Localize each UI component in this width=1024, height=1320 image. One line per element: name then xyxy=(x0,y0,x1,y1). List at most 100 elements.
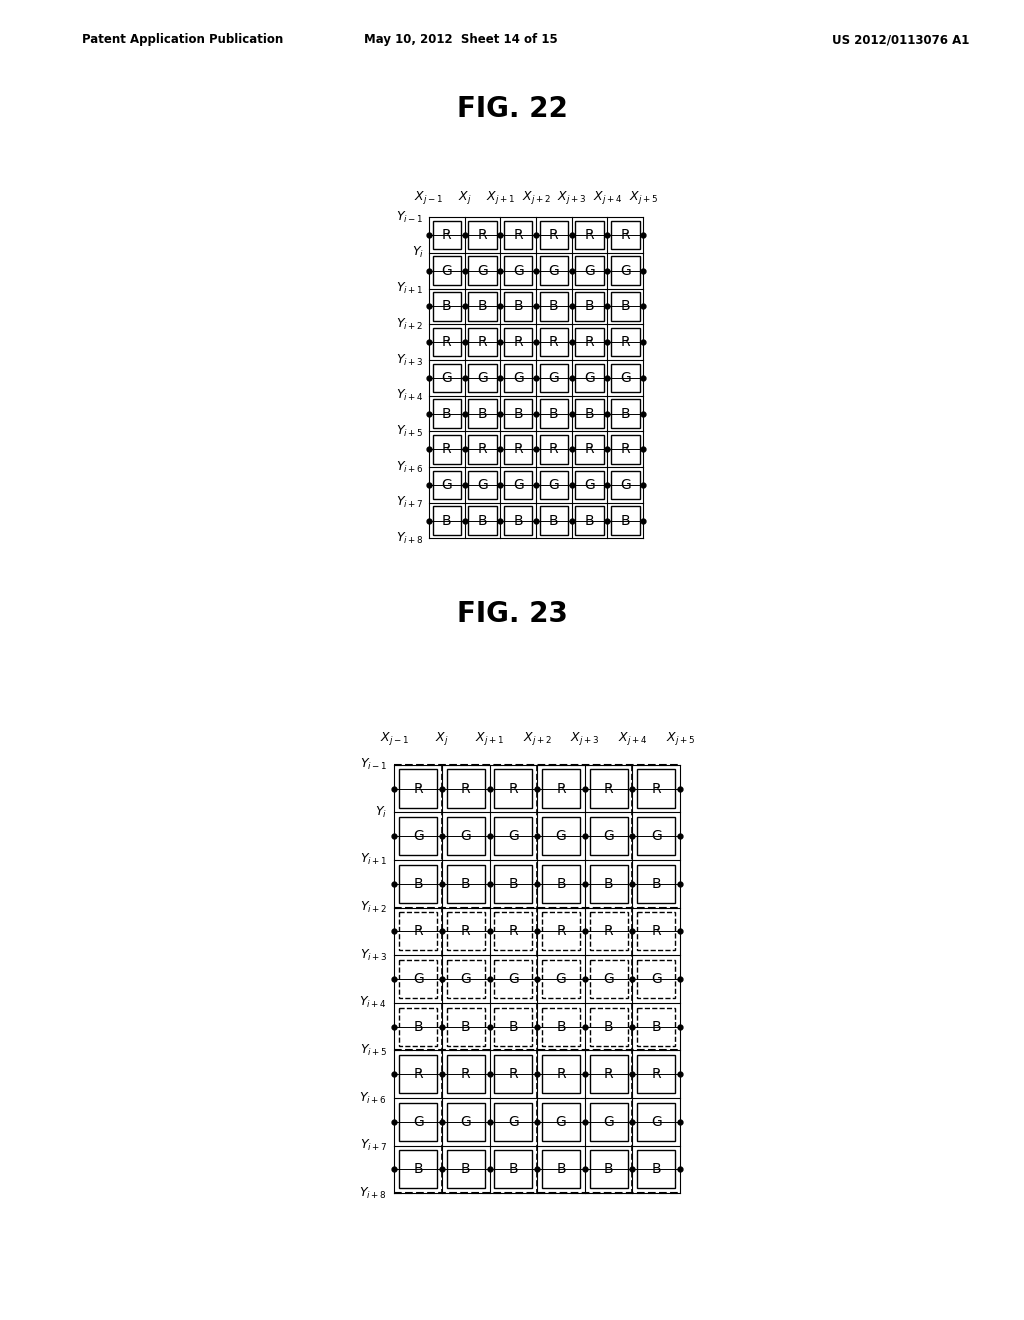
Text: G: G xyxy=(441,264,453,277)
Text: R: R xyxy=(651,1067,662,1081)
Text: $X_{j+4}$: $X_{j+4}$ xyxy=(617,730,647,747)
Text: R: R xyxy=(604,924,613,939)
Text: $Y_{i+7}$: $Y_{i+7}$ xyxy=(359,1138,387,1154)
Text: May 10, 2012  Sheet 14 of 15: May 10, 2012 Sheet 14 of 15 xyxy=(364,33,558,46)
Text: B: B xyxy=(621,513,630,528)
Text: B: B xyxy=(442,300,452,313)
Text: $X_{j+2}$: $X_{j+2}$ xyxy=(521,189,551,206)
Text: B: B xyxy=(461,876,471,891)
Text: G: G xyxy=(620,478,631,492)
Text: $X_{j+5}$: $X_{j+5}$ xyxy=(629,189,657,206)
Text: B: B xyxy=(509,876,518,891)
Text: $X_{j}$: $X_{j}$ xyxy=(435,730,449,747)
Text: R: R xyxy=(442,442,452,457)
Text: R: R xyxy=(477,228,487,242)
Text: B: B xyxy=(556,1019,566,1034)
Text: R: R xyxy=(549,442,559,457)
Text: G: G xyxy=(651,829,662,843)
Text: G: G xyxy=(413,829,424,843)
Text: G: G xyxy=(461,1115,471,1129)
Text: G: G xyxy=(549,371,559,385)
Text: G: G xyxy=(603,972,614,986)
Text: B: B xyxy=(585,513,594,528)
Text: $Y_{i-1}$: $Y_{i-1}$ xyxy=(396,210,424,224)
Text: G: G xyxy=(651,1115,662,1129)
Text: $Y_{i+6}$: $Y_{i+6}$ xyxy=(395,459,424,475)
Text: R: R xyxy=(556,781,566,796)
Text: R: R xyxy=(509,1067,518,1081)
Text: $X_{j-1}$: $X_{j-1}$ xyxy=(415,189,443,206)
Text: $X_{j+1}$: $X_{j+1}$ xyxy=(485,189,515,206)
Text: G: G xyxy=(513,371,523,385)
Text: B: B xyxy=(556,876,566,891)
Text: B: B xyxy=(513,300,523,313)
Text: R: R xyxy=(442,335,452,348)
Text: G: G xyxy=(556,972,566,986)
Text: $Y_{i+5}$: $Y_{i+5}$ xyxy=(396,424,424,440)
Text: $Y_{i}$: $Y_{i}$ xyxy=(412,246,424,260)
Text: B: B xyxy=(414,1163,423,1176)
Text: R: R xyxy=(509,781,518,796)
Text: $Y_{i+8}$: $Y_{i+8}$ xyxy=(395,531,424,546)
Text: $Y_{i+2}$: $Y_{i+2}$ xyxy=(396,317,424,331)
Text: $X_{j+3}$: $X_{j+3}$ xyxy=(570,730,599,747)
Text: $Y_{i+1}$: $Y_{i+1}$ xyxy=(359,853,387,867)
Text: R: R xyxy=(556,924,566,939)
Text: R: R xyxy=(549,228,559,242)
Text: B: B xyxy=(604,876,613,891)
Text: R: R xyxy=(621,228,630,242)
Text: R: R xyxy=(604,1067,613,1081)
Text: B: B xyxy=(549,300,559,313)
Text: $X_{j-1}$: $X_{j-1}$ xyxy=(380,730,409,747)
Text: B: B xyxy=(549,513,559,528)
Text: G: G xyxy=(556,1115,566,1129)
Text: R: R xyxy=(585,335,594,348)
Text: G: G xyxy=(513,264,523,277)
Text: B: B xyxy=(414,876,423,891)
Text: G: G xyxy=(585,371,595,385)
Text: G: G xyxy=(477,264,487,277)
Text: R: R xyxy=(585,228,594,242)
Text: G: G xyxy=(508,1115,519,1129)
Text: $Y_{i+1}$: $Y_{i+1}$ xyxy=(396,281,424,296)
Text: G: G xyxy=(651,972,662,986)
Text: G: G xyxy=(477,478,487,492)
Text: R: R xyxy=(651,781,662,796)
Text: R: R xyxy=(461,781,471,796)
Text: $X_{j+2}$: $X_{j+2}$ xyxy=(523,730,552,747)
Text: R: R xyxy=(549,335,559,348)
Text: B: B xyxy=(621,300,630,313)
Text: R: R xyxy=(651,924,662,939)
Text: G: G xyxy=(549,264,559,277)
Text: G: G xyxy=(585,478,595,492)
Text: R: R xyxy=(477,442,487,457)
Text: R: R xyxy=(442,228,452,242)
Text: G: G xyxy=(413,972,424,986)
Text: R: R xyxy=(621,335,630,348)
Text: $X_{j+4}$: $X_{j+4}$ xyxy=(593,189,623,206)
Text: G: G xyxy=(441,371,453,385)
Text: B: B xyxy=(585,407,594,421)
Text: US 2012/0113076 A1: US 2012/0113076 A1 xyxy=(833,33,970,46)
Text: R: R xyxy=(461,924,471,939)
Text: G: G xyxy=(461,829,471,843)
Text: $X_{j+1}$: $X_{j+1}$ xyxy=(475,730,504,747)
Text: B: B xyxy=(509,1019,518,1034)
Text: B: B xyxy=(549,407,559,421)
Text: B: B xyxy=(442,513,452,528)
Text: R: R xyxy=(556,1067,566,1081)
Text: B: B xyxy=(604,1019,613,1034)
Text: B: B xyxy=(414,1019,423,1034)
Text: G: G xyxy=(603,829,614,843)
Text: FIG. 23: FIG. 23 xyxy=(457,599,567,628)
Text: G: G xyxy=(508,829,519,843)
Text: R: R xyxy=(509,924,518,939)
Text: G: G xyxy=(477,371,487,385)
Text: B: B xyxy=(477,513,487,528)
Text: G: G xyxy=(461,972,471,986)
Text: G: G xyxy=(556,829,566,843)
Text: $Y_{i}$: $Y_{i}$ xyxy=(375,805,387,820)
Text: G: G xyxy=(620,264,631,277)
Text: G: G xyxy=(513,478,523,492)
Text: B: B xyxy=(461,1163,471,1176)
